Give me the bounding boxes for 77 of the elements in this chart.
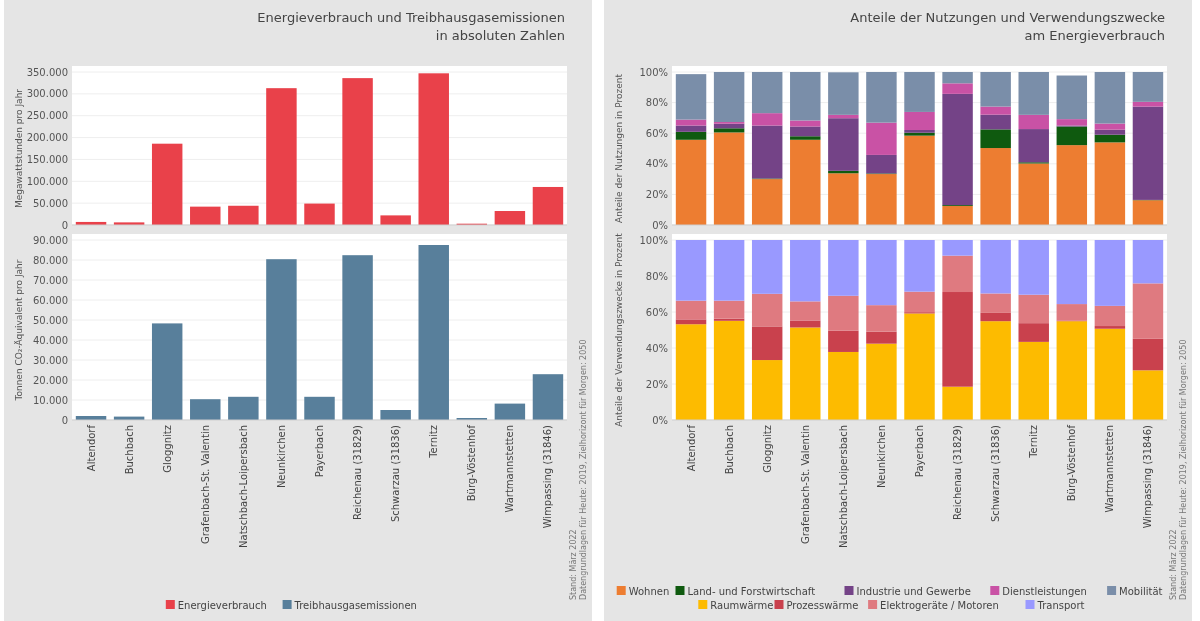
x-tick-label: Reichenau (31829) <box>952 424 964 521</box>
y-tick-label: 100% <box>639 234 668 246</box>
x-tick-label: Grafenbach-St. Valentin <box>199 425 211 545</box>
legend-label: Dienstleistungen <box>1002 586 1087 597</box>
y-tick-label: 350.000 <box>26 66 68 78</box>
legend-label: Transport <box>1036 600 1085 611</box>
legend-label: Raumwärme <box>710 600 774 611</box>
y-axis-title: Anteile der Nutzungen in Prozent <box>614 73 624 223</box>
text: Datengrundlagen für Heute: 2019, Zielhorizont für Morgen: 2050 <box>1179 339 1188 600</box>
y-tick-label: 80% <box>645 97 668 109</box>
x-tick-label: Gloggnitz <box>761 425 773 473</box>
legend-label: Industrie und Gewerbe <box>856 586 971 597</box>
legend-label: Treibhausgasemissionen <box>293 600 417 611</box>
legend-label: Wohnen <box>628 586 670 597</box>
text: Stand: März 2022 <box>1169 529 1178 600</box>
y-tick-label: 200.000 <box>26 132 68 144</box>
legend-label: Land- und Forstwirtschaft <box>687 586 816 597</box>
x-tick-label: Wimpassing (31846) <box>1142 424 1154 529</box>
x-tick-label: Altendorf <box>685 424 697 472</box>
x-tick-label: Altendorf <box>85 424 97 472</box>
text: Datengrundlagen für Heute: 2019, Zielhorizont für Morgen: 2050 <box>579 339 588 600</box>
x-tick-label: Buchbach <box>123 425 135 475</box>
legend-label: Energieverbrauch <box>177 600 267 611</box>
legend-label: Elektrogeräte / Motoren <box>880 600 999 611</box>
x-tick-label: Schwarzau (31836) <box>990 424 1002 523</box>
x-tick-label: Gloggnitz <box>161 425 173 473</box>
y-axis-title: Megawattstunden pro Jahr <box>14 88 24 209</box>
y-tick-label: 100% <box>639 66 668 78</box>
x-tick-label: Neunkirchen <box>875 425 887 489</box>
y-tick-label: 60% <box>645 306 668 318</box>
legend-label: Mobilität <box>1119 586 1163 597</box>
x-tick-label: Natschbach-Loipersbach <box>237 425 249 548</box>
y-tick-label: 300.000 <box>26 88 68 100</box>
x-tick-label: Natschbach-Loipersbach <box>837 425 849 548</box>
x-tick-label: Ternitz <box>428 425 440 459</box>
y-tick-label: 20.000 <box>33 374 68 386</box>
x-tick-label: Grafenbach-St. Valentin <box>799 425 811 545</box>
x-tick-label: Bürg-Vöstenhof <box>466 424 478 502</box>
y-tick-label: 70.000 <box>33 274 68 286</box>
y-tick-label: 250.000 <box>26 110 68 122</box>
y-tick-label: 150.000 <box>26 153 68 165</box>
x-tick-label: Payerbach <box>914 425 925 478</box>
y-tick-label: 50.000 <box>33 314 68 326</box>
y-tick-label: 60% <box>645 127 668 139</box>
x-tick-label: Payerbach <box>314 425 325 478</box>
y-tick-label: 20% <box>645 188 668 200</box>
y-tick-label: 0% <box>652 414 668 426</box>
y-tick-label: 80.000 <box>33 254 68 266</box>
y-tick-label: 40% <box>645 342 668 354</box>
y-tick-label: 0% <box>652 219 668 231</box>
x-tick-label: Wartmannstetten <box>504 425 516 513</box>
x-tick-label: Schwarzau (31836) <box>390 424 402 523</box>
y-tick-label: 20% <box>645 378 668 390</box>
text: Stand: März 2022 <box>569 529 578 600</box>
x-tick-label: Reichenau (31829) <box>352 424 364 521</box>
x-tick-label: Wartmannstetten <box>1104 425 1116 513</box>
y-tick-label: 50.000 <box>33 197 68 209</box>
y-tick-label: 0 <box>61 219 68 231</box>
y-tick-label: 100.000 <box>26 175 68 187</box>
x-tick-label: Wimpassing (31846) <box>542 424 554 529</box>
y-axis-title: Anteile der Verwendungszwecke in Prozent <box>614 232 624 427</box>
y-axis-title: Tonnen CO₂-Äquivalent pro Jahr <box>14 259 24 402</box>
x-tick-label: Ternitz <box>1028 425 1040 459</box>
x-tick-label: Bürg-Vöstenhof <box>1066 424 1078 502</box>
legend-label: Prozesswärme <box>786 600 859 611</box>
y-tick-label: 40% <box>645 158 668 170</box>
y-tick-label: 0 <box>61 414 68 426</box>
chart-title: Energieverbrauch und Treibhausgasemissionen in absoluten Zahlen <box>257 10 565 43</box>
y-tick-label: 30.000 <box>33 354 68 366</box>
y-tick-label: 80% <box>645 270 668 282</box>
y-tick-label: 90.000 <box>33 234 68 246</box>
y-tick-label: 60.000 <box>33 294 68 306</box>
chart-title: Anteile der Nutzungen und Verwendungszwecke am Energieverbrauch <box>850 10 1165 43</box>
x-tick-label: Buchbach <box>723 425 735 475</box>
y-tick-label: 10.000 <box>33 394 68 406</box>
y-tick-label: 40.000 <box>33 334 68 346</box>
x-tick-label: Neunkirchen <box>275 425 287 489</box>
